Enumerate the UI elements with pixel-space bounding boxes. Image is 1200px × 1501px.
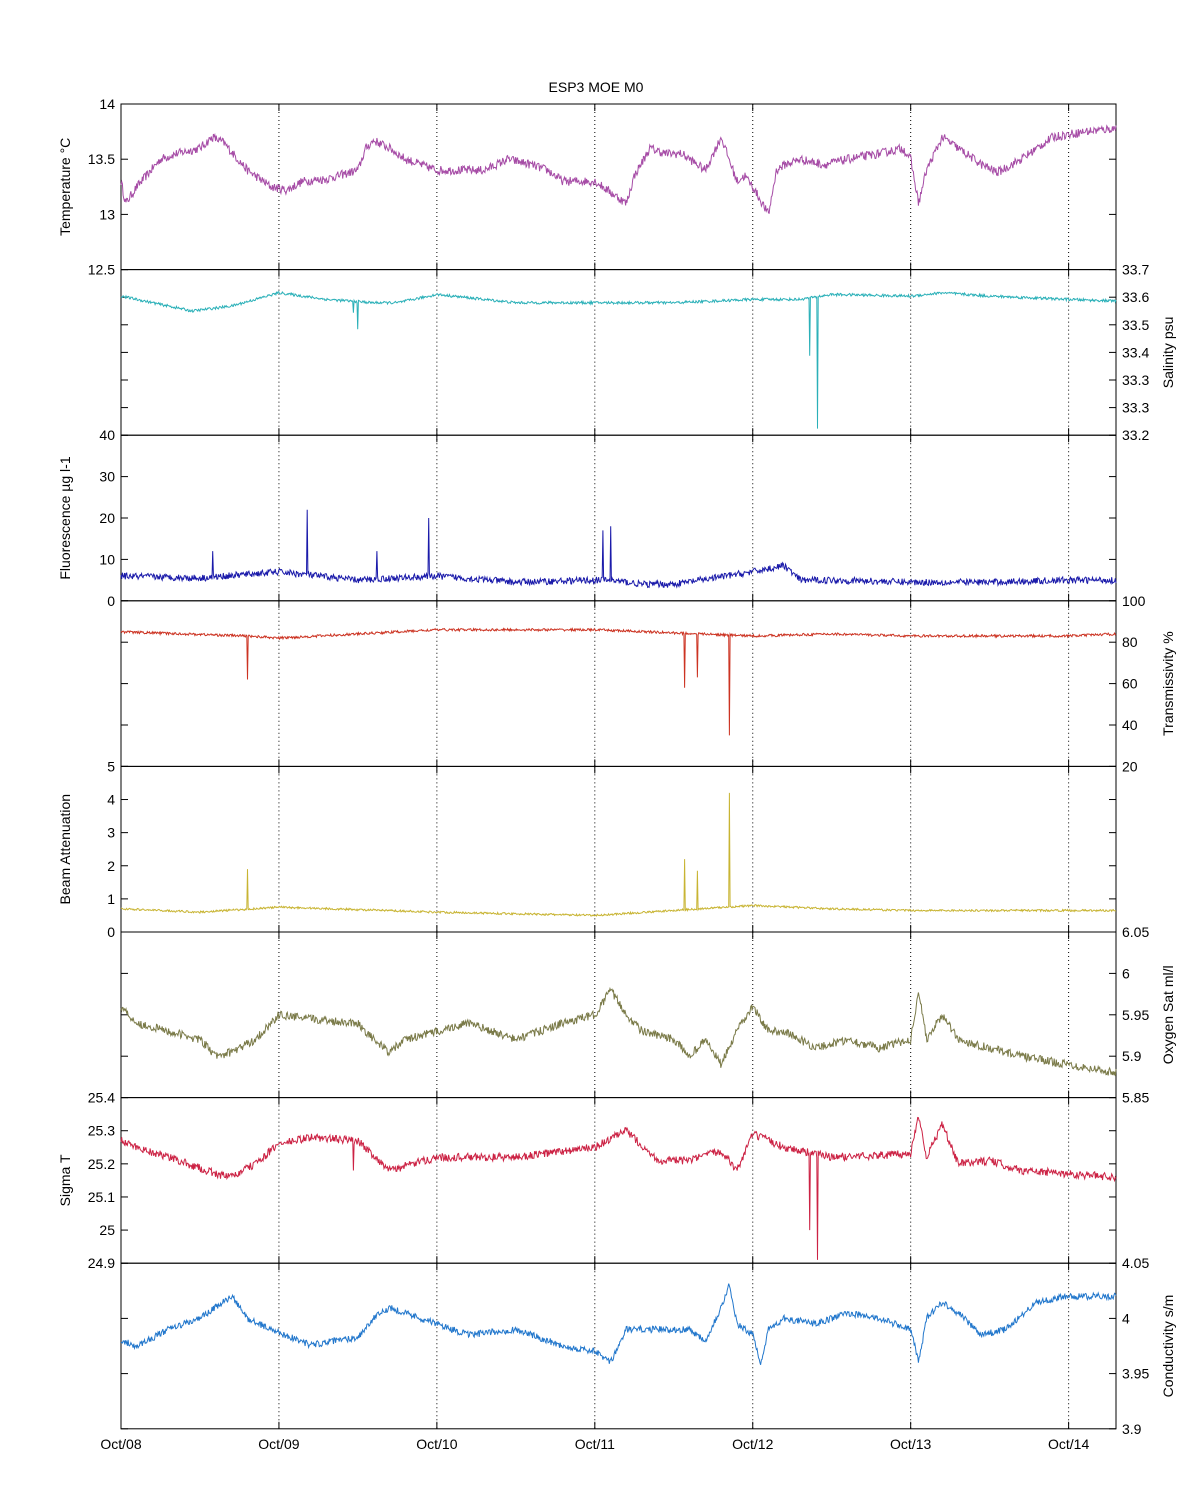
panel-8: 3.9 3.95 4 4.05 Conductivity s/m xyxy=(120,1255,1176,1437)
x-tick-label: Oct/14 xyxy=(1048,1436,1089,1452)
chart-title: ESP3 MOE M0 xyxy=(549,79,644,95)
y-tick-label: 25.2 xyxy=(88,1156,115,1172)
panel-frame xyxy=(120,269,1117,436)
y-tick-label: 5.85 xyxy=(1122,1090,1149,1106)
y-tick-label: 33.2 xyxy=(1122,427,1149,443)
panel-4: 20 40 60 80 100 Transmissivity % xyxy=(120,593,1176,774)
y-tick-label: 4.05 xyxy=(1122,1255,1149,1271)
x-tick-label: Oct/13 xyxy=(890,1436,931,1452)
panel-frame xyxy=(120,600,1117,767)
y-tick-label: 4 xyxy=(1122,1310,1130,1326)
series-line xyxy=(120,124,1117,214)
y-axis-title: Transmissivity % xyxy=(1160,631,1176,736)
y-tick-label: 80 xyxy=(1122,634,1138,650)
panel-5: 0 1 2 3 4 5 Beam Attenuation xyxy=(57,758,1117,940)
y-axis-title: Beam Attenuation xyxy=(57,794,73,905)
y-axis-title: Oxygen Sat ml/l xyxy=(1160,965,1176,1064)
y-tick-label: 6.05 xyxy=(1122,924,1149,940)
panel-frame xyxy=(120,434,1117,602)
y-axis-title: Salinity psu xyxy=(1160,317,1176,389)
panel-7: 24.9 25 25.1 25.2 25.3 25.4 Sigma T xyxy=(57,1090,1117,1271)
series-line xyxy=(120,792,1116,917)
y-tick-label: 33.3 xyxy=(1122,400,1149,416)
y-tick-label: 4 xyxy=(107,792,115,808)
y-tick-label: 30 xyxy=(99,469,115,485)
x-tick-label: Oct/08 xyxy=(100,1436,141,1452)
y-tick-label: 5.95 xyxy=(1122,1007,1149,1023)
panel-frame xyxy=(120,1262,1117,1430)
y-tick-label: 25.3 xyxy=(88,1123,115,1139)
y-tick-label: 12.5 xyxy=(88,262,115,278)
panel-2: 33.2 33.3 33.3 33.4 33.5 33.6 33.7 Salinity psu xyxy=(120,262,1176,443)
series-line xyxy=(120,1283,1117,1365)
panel-3: 0 10 20 30 40 Fluorescence µg l-1 xyxy=(57,427,1117,609)
y-tick-label: 13 xyxy=(99,206,115,222)
y-tick-label: 5 xyxy=(107,758,115,774)
y-tick-label: 3.9 xyxy=(1122,1421,1142,1437)
y-tick-label: 13.5 xyxy=(88,151,115,167)
series-line xyxy=(120,1116,1117,1260)
y-tick-label: 3.95 xyxy=(1122,1366,1149,1382)
y-tick-label: 0 xyxy=(107,924,115,940)
x-tick-label: Oct/10 xyxy=(416,1436,457,1452)
y-axis-title: Conductivity s/m xyxy=(1160,1295,1176,1398)
y-tick-label: 33.6 xyxy=(1122,289,1149,305)
x-tick-label: Oct/11 xyxy=(575,1436,615,1452)
panel-frame xyxy=(120,931,1117,1099)
series-line xyxy=(120,986,1117,1077)
series-line xyxy=(120,509,1117,589)
series-line xyxy=(120,627,1117,736)
y-tick-label: 33.3 xyxy=(1122,372,1149,388)
y-tick-label: 5.9 xyxy=(1122,1048,1142,1064)
y-tick-label: 24.9 xyxy=(88,1255,115,1271)
series-line xyxy=(120,290,1117,429)
y-tick-label: 20 xyxy=(1122,758,1138,774)
y-tick-label: 40 xyxy=(1122,717,1138,733)
y-tick-label: 25 xyxy=(99,1222,115,1238)
y-tick-label: 33.5 xyxy=(1122,317,1149,333)
y-tick-label: 10 xyxy=(99,551,115,567)
y-tick-label: 40 xyxy=(99,427,115,443)
x-tick-label: Oct/09 xyxy=(258,1436,299,1452)
y-tick-label: 20 xyxy=(99,510,115,526)
y-tick-label: 100 xyxy=(1122,593,1146,609)
x-axis-ticks: Oct/08 Oct/09 Oct/10 Oct/11 Oct/12 Oct/13 Oct/… xyxy=(100,1436,1089,1452)
x-tick-label: Oct/12 xyxy=(732,1436,773,1452)
y-tick-label: 33.4 xyxy=(1122,344,1149,360)
y-tick-label: 25.1 xyxy=(88,1189,115,1205)
y-tick-label: 33.7 xyxy=(1122,262,1149,278)
y-tick-label: 3 xyxy=(107,825,115,841)
y-tick-label: 60 xyxy=(1122,676,1138,692)
y-tick-label: 1 xyxy=(107,891,115,907)
y-tick-label: 6 xyxy=(1122,965,1130,981)
panel-frame xyxy=(120,1097,1117,1264)
y-axis-title: Temperature °C xyxy=(57,138,73,236)
y-axis-title: Sigma T xyxy=(57,1154,73,1206)
y-axis-title: Fluorescence µg l-1 xyxy=(57,456,73,579)
panel-1: 12.5 13 13.5 14 Temperature °C xyxy=(57,96,1117,278)
y-tick-label: 2 xyxy=(107,858,115,874)
y-tick-label: 25.4 xyxy=(88,1090,115,1106)
y-tick-label: 14 xyxy=(99,96,115,112)
y-tick-label: 0 xyxy=(107,593,115,609)
panel-6: 5.85 5.9 5.95 6 6.05 Oxygen Sat ml/l xyxy=(120,924,1176,1106)
